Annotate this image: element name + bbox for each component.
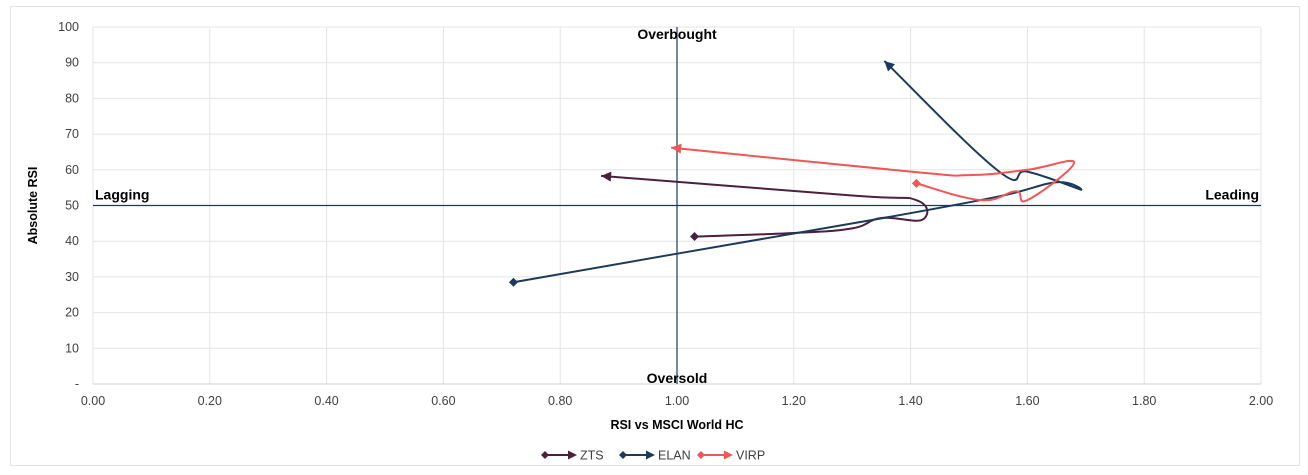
y-tick-label: 50 — [65, 199, 79, 213]
x-tick-label: 1.20 — [782, 394, 806, 408]
y-tick-label: 10 — [65, 341, 79, 355]
legend-item-virp: VIRP — [697, 449, 765, 463]
series-end-arrow-virp — [671, 143, 682, 154]
x-tick-label: 1.60 — [1015, 394, 1039, 408]
y-tick-label: 60 — [65, 163, 79, 177]
y-tick-label: 80 — [65, 91, 79, 105]
y-tick-label: 100 — [58, 20, 79, 34]
legend-arrow-marker — [646, 450, 655, 460]
x-tick-label: 1.40 — [898, 394, 922, 408]
legend-label: VIRP — [736, 449, 765, 463]
y-tick-label: 70 — [65, 127, 79, 141]
series-start-marker-elan — [508, 277, 518, 287]
quadrant-label-leading: Leading — [1205, 187, 1259, 203]
reference-lines — [93, 27, 1261, 384]
x-tick-label: 2.00 — [1249, 394, 1273, 408]
legend-arrow-marker — [568, 450, 577, 460]
legend-item-elan: ELAN — [619, 449, 691, 463]
y-axis-title: Absolute RSI — [26, 167, 40, 245]
rrg-chart: 0.00 0.20 0.40 0.60 0.80 1.00 1.20 1.40 1.60 1.80… — [26, 20, 1273, 463]
x-tick-label: 0.20 — [198, 394, 222, 408]
series-line-virp — [671, 146, 1076, 203]
legend: ZTS ELAN VIRP — [541, 449, 765, 463]
legend-label: ZTS — [580, 449, 604, 463]
series-line-zts — [601, 174, 929, 238]
quadrant-label-overbought: Overbought — [637, 26, 717, 42]
legend-item-zts: ZTS — [541, 449, 604, 463]
y-tick-label: 30 — [65, 270, 79, 284]
series-end-arrow-zts — [601, 171, 612, 182]
x-tick-label: 1.00 — [665, 394, 689, 408]
quadrant-label-lagging: Lagging — [95, 187, 149, 203]
y-tick-label: - — [75, 377, 79, 391]
x-axis-title: RSI vs MSCI World HC — [610, 418, 743, 432]
y-tick-label: 20 — [65, 306, 79, 320]
x-tick-label: 1.80 — [1132, 394, 1156, 408]
legend-start-marker — [697, 451, 705, 459]
chart-frame: 0.00 0.20 0.40 0.60 0.80 1.00 1.20 1.40 1.60 1.80… — [10, 6, 1300, 466]
quadrant-label-oversold: Oversold — [647, 370, 708, 386]
legend-start-marker — [619, 451, 627, 459]
series-line-elan — [513, 60, 1083, 284]
series-start-marker-zts — [690, 232, 700, 242]
series-start-marker-virp — [911, 178, 921, 188]
legend-label: ELAN — [658, 449, 691, 463]
series-layer — [508, 60, 1083, 287]
legend-arrow-marker — [724, 450, 733, 460]
x-tick-label: 0.60 — [431, 394, 455, 408]
label-layer: 0.00 0.20 0.40 0.60 0.80 1.00 1.20 1.40 1.60 1.80… — [26, 20, 1273, 432]
y-tick-label: 90 — [65, 56, 79, 70]
x-tick-label: 0.40 — [314, 394, 338, 408]
x-tick-label: 0.00 — [81, 394, 105, 408]
x-tick-label: 0.80 — [548, 394, 572, 408]
y-tick-label: 40 — [65, 234, 79, 248]
legend-start-marker — [541, 451, 549, 459]
series-end-arrow-elan — [884, 60, 895, 72]
